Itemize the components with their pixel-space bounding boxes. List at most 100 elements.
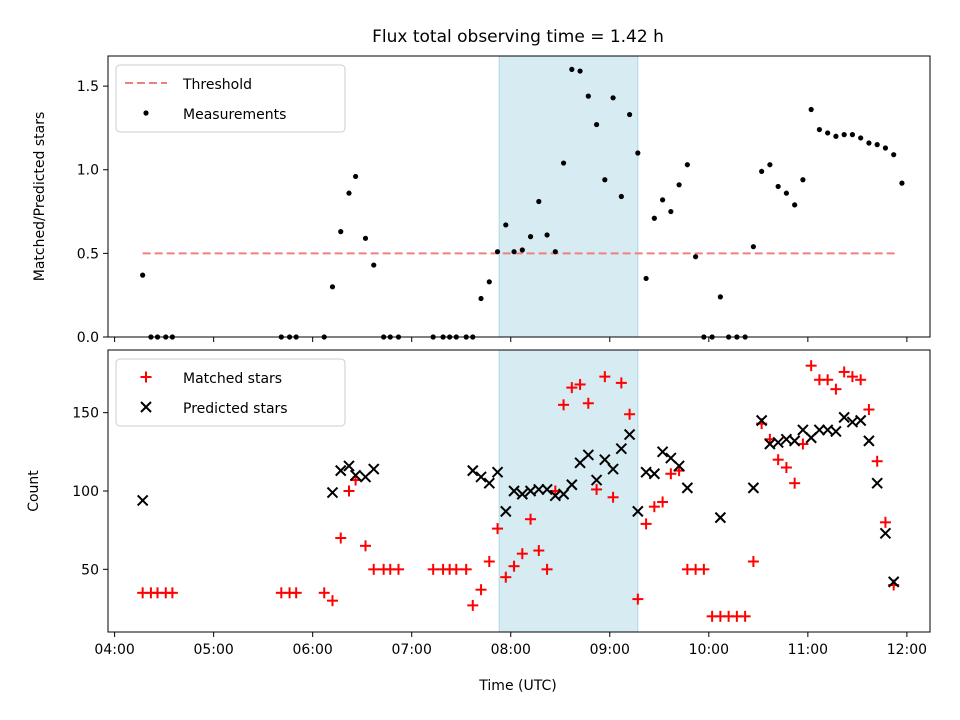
legend-swatch bbox=[143, 110, 149, 116]
predicted-star-point bbox=[887, 576, 900, 588]
predicted-star-point-b bbox=[343, 460, 355, 472]
predicted-star-point bbox=[541, 483, 553, 496]
y-axis-label: Matched/Predicted stars bbox=[32, 112, 48, 282]
predicted-star-point-b bbox=[508, 485, 520, 497]
x-tick-label: 10:00 bbox=[689, 642, 729, 658]
predicted-star-point bbox=[335, 464, 347, 477]
matched-star-point bbox=[739, 610, 751, 622]
x-axis-label: Time (UTC) bbox=[478, 678, 556, 694]
matched-star-point bbox=[789, 477, 801, 489]
predicted-star-point-b bbox=[813, 424, 826, 436]
predicted-star-point bbox=[590, 474, 603, 486]
matched-star-point bbox=[541, 563, 553, 575]
predicted-star-point bbox=[788, 435, 801, 447]
measurement-point bbox=[503, 222, 509, 228]
predicted-star-point bbox=[500, 505, 512, 518]
predicted-star-point-b bbox=[590, 474, 603, 486]
predicted-star-point bbox=[368, 463, 380, 475]
y-tick-label: 0.5 bbox=[77, 246, 99, 262]
predicted-star-point bbox=[343, 460, 355, 472]
x-tick-label: 05:00 bbox=[193, 642, 233, 658]
matched-star-point bbox=[326, 595, 338, 607]
measurement-point bbox=[593, 121, 600, 128]
legend-box bbox=[115, 358, 346, 427]
legend-swatch bbox=[140, 371, 152, 383]
matched-star-point bbox=[558, 399, 570, 411]
measurement-point bbox=[775, 183, 781, 190]
predicted-star-point bbox=[755, 414, 768, 427]
predicted-star-point bbox=[508, 485, 520, 497]
predicted-star-point bbox=[681, 482, 694, 494]
predicted-star-point bbox=[475, 471, 487, 483]
predicted-star-point-b bbox=[582, 449, 595, 461]
predicted-star-point bbox=[557, 488, 570, 500]
x-tick-label: 07:00 bbox=[392, 642, 432, 658]
measurement-point bbox=[511, 249, 517, 255]
matched-star-point bbox=[582, 397, 594, 409]
predicted-star-point bbox=[516, 488, 529, 500]
predicted-star-point-b bbox=[483, 477, 495, 489]
measurement-point bbox=[660, 197, 666, 203]
measurement-point bbox=[767, 162, 773, 168]
axes-frame bbox=[107, 55, 931, 338]
predicted-star-point-b bbox=[615, 442, 628, 455]
y-tick-label: 50 bbox=[81, 562, 99, 578]
y-axis-label: Count bbox=[26, 470, 42, 512]
measurement-point bbox=[544, 232, 550, 238]
measurement-point bbox=[693, 254, 699, 260]
measurement-point bbox=[841, 132, 847, 138]
predicted-star-point bbox=[714, 511, 727, 524]
measurement-point bbox=[750, 244, 756, 250]
matched-star-point bbox=[632, 593, 644, 605]
matched-star-point bbox=[290, 587, 302, 599]
matched-star-point bbox=[460, 563, 472, 575]
predicted-star-point-b bbox=[747, 482, 760, 494]
predicted-star-point bbox=[863, 435, 875, 447]
legend-label: Threshold bbox=[182, 77, 252, 93]
measurement-point bbox=[610, 95, 616, 101]
x-tick-label: 09:00 bbox=[590, 642, 630, 658]
predicted-star-point-b bbox=[714, 511, 727, 524]
matched-star-point bbox=[846, 371, 858, 383]
measurement-point bbox=[808, 106, 814, 113]
measurement-point bbox=[783, 190, 789, 196]
x-tick-label: 04:00 bbox=[94, 642, 134, 658]
legend-label: Measurements bbox=[183, 107, 286, 123]
measurement-point bbox=[899, 180, 905, 186]
predicted-star-point-b bbox=[632, 505, 644, 518]
measurement-point bbox=[602, 177, 608, 183]
predicted-star-point-b bbox=[838, 411, 850, 424]
predicted-star-point-b bbox=[335, 464, 347, 477]
predicted-star-point bbox=[607, 463, 619, 475]
matched-star-point bbox=[450, 563, 462, 575]
measurement-point bbox=[560, 160, 567, 166]
measurement-point bbox=[362, 235, 369, 241]
matched-star-point bbox=[855, 374, 867, 386]
highlight-span bbox=[499, 56, 638, 337]
predicted-star-point bbox=[349, 469, 362, 482]
matched-star-point bbox=[368, 563, 380, 575]
predicted-star-point-b bbox=[500, 505, 512, 518]
predicted-star-point bbox=[772, 436, 784, 449]
predicted-star-point bbox=[599, 453, 611, 466]
matched-star-point bbox=[838, 366, 850, 378]
measurement-point bbox=[618, 193, 624, 200]
matched-star-point bbox=[805, 360, 817, 372]
predicted-star-point-b bbox=[491, 466, 504, 478]
y-tick-label: 100 bbox=[72, 484, 99, 500]
predicted-star-point bbox=[879, 527, 892, 540]
measurement-point bbox=[759, 168, 765, 175]
measurement-point bbox=[626, 111, 633, 118]
series-matched-stars bbox=[137, 360, 900, 622]
matched-star-point bbox=[525, 513, 537, 525]
predicted-star-point bbox=[813, 424, 826, 436]
predicted-star-point-b bbox=[136, 494, 149, 507]
measurement-point bbox=[866, 140, 872, 146]
x-tick-label: 06:00 bbox=[292, 642, 332, 658]
measurement-point bbox=[519, 247, 525, 253]
matched-star-point bbox=[335, 532, 347, 544]
highlight-span bbox=[499, 350, 638, 632]
y-tick-label: 0.0 bbox=[77, 330, 99, 346]
predicted-star-point-b bbox=[533, 483, 545, 496]
